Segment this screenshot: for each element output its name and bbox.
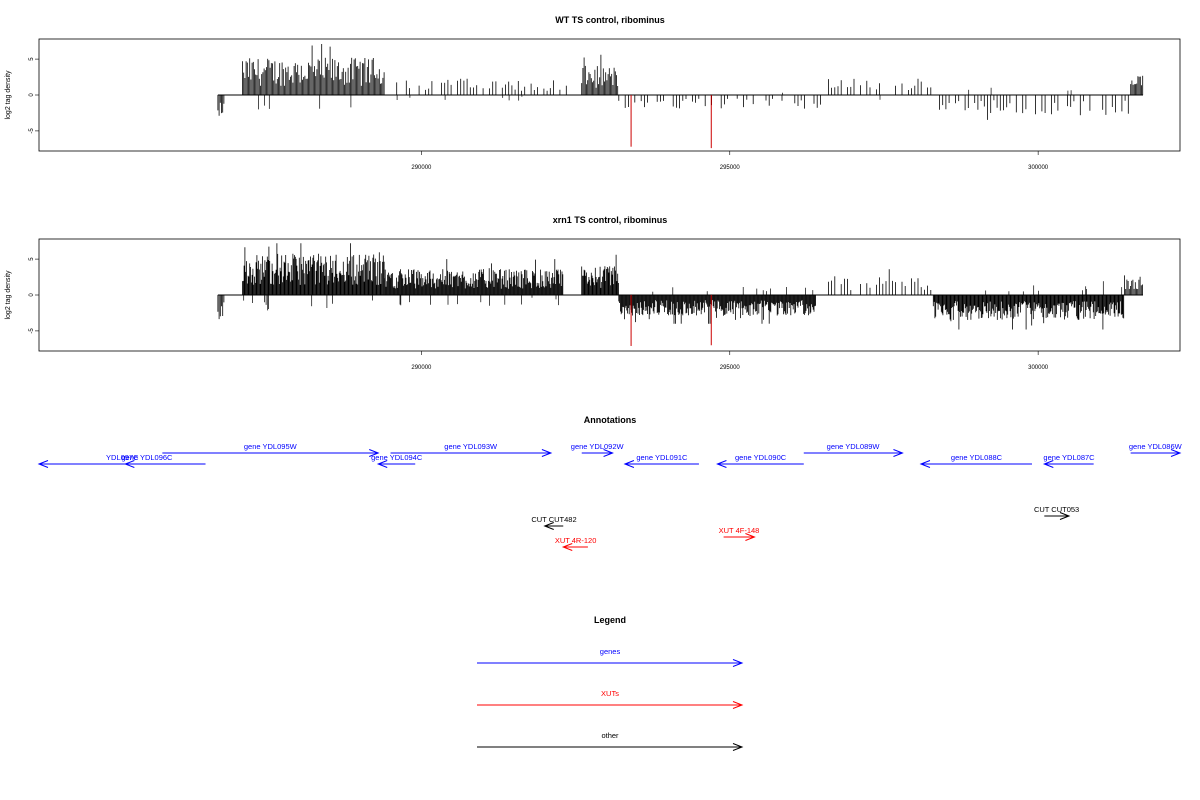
legend-panel: Legend genes XUTs other <box>477 615 744 751</box>
xrn1-y-tick-label: 5 <box>29 257 35 261</box>
wt-y-axis: -5 0 5 <box>29 57 39 134</box>
xrn1-y-tick-label: 0 <box>29 293 35 297</box>
wt-track-panel: WT TS control, ribominus log2 tag densit… <box>5 15 1181 171</box>
wt-y-tick-label: 0 <box>29 93 35 97</box>
gene-feature-label: gene YDL088C <box>951 453 1003 462</box>
legend-gene-arrow <box>477 659 744 667</box>
wt-x-tick-label: 300000 <box>1028 165 1049 171</box>
gene-feature-label: gene YDL090C <box>735 453 787 462</box>
gene-feature-arrow <box>376 460 416 468</box>
xrn1-y-tick-label: -5 <box>29 328 35 334</box>
xrn1-x-tick-label: 295000 <box>720 365 741 371</box>
xut-feature-label: XUT 4R-120 <box>555 536 597 545</box>
gene-feature-arrow <box>123 460 169 468</box>
gene-feature-label: gene YDL092W <box>571 442 625 451</box>
gene-feature-arrow <box>716 460 804 468</box>
xut-feature-label: XUT 4F-148 <box>719 526 760 535</box>
xrn1-track-title: xrn1 TS control, ribominus <box>553 215 668 225</box>
wt-x-axis: 290000 295000 300000 <box>411 151 1049 171</box>
xrn1-track-panel: xrn1 TS control, ribominus log2 tag dens… <box>5 215 1181 371</box>
gene-feature-arrow <box>37 460 206 468</box>
wt-y-axis-label: log2 tag density <box>5 70 12 120</box>
gene-feature-arrow <box>581 449 614 457</box>
xut-feature-arrow <box>561 543 588 551</box>
gene-feature-arrow <box>390 449 553 457</box>
wt-track-title: WT TS control, ribominus <box>555 15 665 25</box>
gene-feature-arrow <box>162 449 380 457</box>
other-feature-label: CUT CUT053 <box>1034 505 1079 514</box>
gene-feature-label: gene YDL091C <box>636 453 688 462</box>
wt-signal-bars <box>217 44 1144 149</box>
xrn1-y-axis: -5 0 5 <box>29 257 39 334</box>
legend-other-arrow <box>477 743 744 751</box>
gene-feature-arrow <box>1130 449 1182 457</box>
gene-feature-label: YDL097C <box>106 453 139 462</box>
gene-feature-label: gene YDL094C <box>371 453 423 462</box>
other-feature-arrow <box>1044 512 1071 520</box>
wt-x-tick-label: 295000 <box>720 165 741 171</box>
gene-feature-label: gene YDL086W <box>1129 442 1183 451</box>
wt-x-tick-label: 290000 <box>411 165 432 171</box>
xrn1-x-tick-label: 290000 <box>411 365 432 371</box>
xut-feature-arrow <box>723 533 756 541</box>
gene-feature-label: gene YDL089W <box>827 442 881 451</box>
xrn1-x-axis: 290000 295000 300000 <box>411 351 1049 371</box>
other-feature-arrow <box>543 522 564 530</box>
gene-feature-label: gene YDL096C <box>121 453 173 462</box>
xrn1-x-tick-label: 300000 <box>1028 365 1049 371</box>
gene-feature-label: gene YDL087C <box>1043 453 1095 462</box>
gene-feature-label: gene YDL095W <box>244 442 298 451</box>
xrn1-signal-bars <box>217 243 1143 346</box>
legend-other-label: other <box>601 731 619 740</box>
legend-gene-label: genes <box>600 647 621 656</box>
legend-title: Legend <box>594 615 626 625</box>
gene-feature-arrow <box>1042 460 1094 468</box>
gene-feature-arrow <box>623 460 699 468</box>
legend-entries: genes XUTs other <box>477 647 744 751</box>
gene-feature-arrow <box>919 460 1032 468</box>
annotations-title: Annotations <box>584 415 637 425</box>
xrn1-y-axis-label: log2 tag density <box>5 270 12 320</box>
wt-y-tick-label: 5 <box>29 57 35 61</box>
gene-feature-label: gene YDL093W <box>444 442 498 451</box>
legend-xut-label: XUTs <box>601 689 619 698</box>
other-feature-label: CUT CUT482 <box>531 515 576 524</box>
wt-y-tick-label: -5 <box>29 128 35 134</box>
legend-xut-arrow <box>477 701 744 709</box>
gene-feature-arrow <box>803 449 904 457</box>
